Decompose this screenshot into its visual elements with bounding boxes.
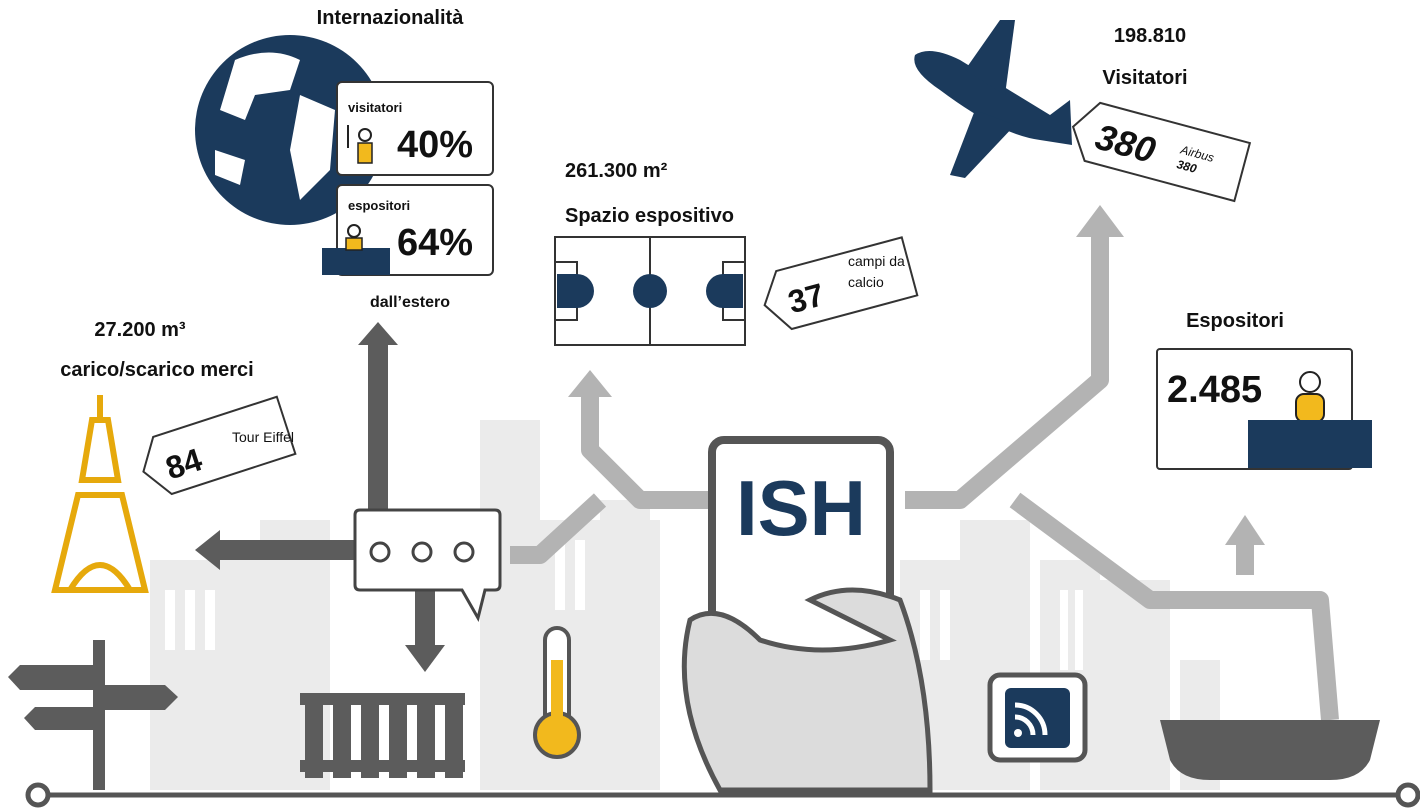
value: 27.200 m³ xyxy=(94,319,186,341)
wifi-icon xyxy=(990,675,1085,760)
infographic: visitatori 40% espositori 64% Internazio… xyxy=(0,0,1420,810)
tag-text: Tour Eiffel xyxy=(232,429,294,445)
eiffel-tower xyxy=(55,395,145,590)
line-end xyxy=(28,785,48,805)
person-body xyxy=(1296,394,1324,422)
tag: 37 xyxy=(757,237,917,334)
value: 2.485 xyxy=(1167,369,1262,411)
label: visitatori xyxy=(348,100,402,115)
label: Spazio espositivo xyxy=(565,205,734,227)
person-head xyxy=(1300,372,1320,392)
value: 261.300 m² xyxy=(565,160,668,182)
value: 198.810 xyxy=(1114,25,1186,47)
title: Internazionalità xyxy=(317,7,465,29)
field-marks xyxy=(557,274,743,308)
logo: ISH xyxy=(736,464,866,552)
footer: dall’estero xyxy=(370,294,450,311)
line-end xyxy=(1398,785,1418,805)
label: Visitatori xyxy=(1102,67,1187,89)
bathtub xyxy=(1160,720,1380,780)
desk xyxy=(322,248,390,275)
label: carico/scarico merci xyxy=(60,359,253,381)
person-body xyxy=(346,238,362,250)
person-head xyxy=(348,225,360,237)
label: espositori xyxy=(348,198,410,213)
value: 64% xyxy=(397,222,473,264)
value: 40% xyxy=(397,124,473,166)
page: visitatori 40% espositori 64% Internazio… xyxy=(0,0,1420,810)
desk xyxy=(1248,420,1372,468)
tag: 84 xyxy=(134,397,295,500)
tag: 380 Airbus 380 xyxy=(1065,98,1250,201)
airplane xyxy=(914,20,1072,178)
label: Espositori xyxy=(1186,310,1284,332)
tag-text: calcio xyxy=(848,274,884,290)
tag-text: campi da xyxy=(848,253,905,269)
